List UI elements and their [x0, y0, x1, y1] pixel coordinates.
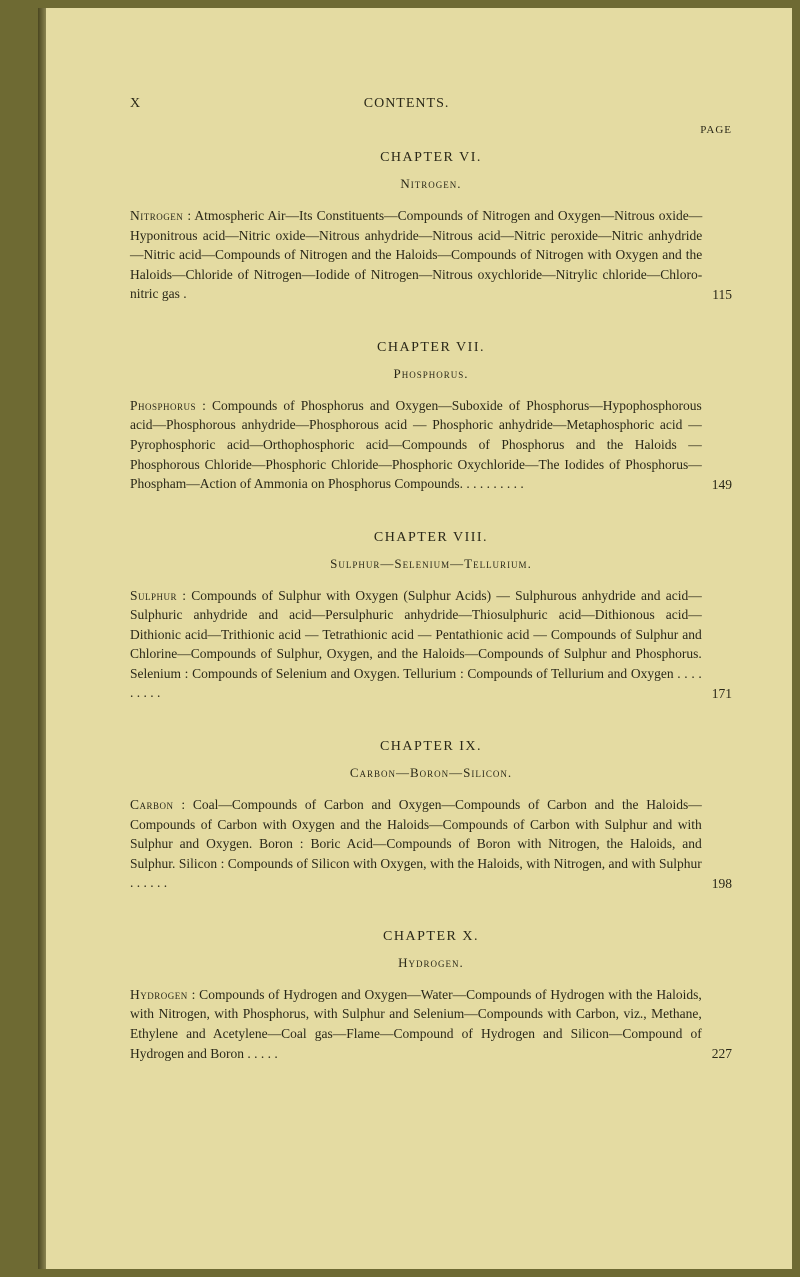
- toc-entry-page: 171: [712, 686, 732, 703]
- toc-entry-lead: Carbon: [130, 797, 174, 812]
- toc-entry-page: 227: [712, 1046, 732, 1063]
- toc-entry-lead: Nitrogen: [130, 208, 183, 223]
- running-head: X CONTENTS.: [130, 96, 732, 112]
- chapter-subtitle: Hydrogen.: [130, 955, 732, 971]
- toc-entry-text: Phosphorus : Compounds of Phosphorus and…: [130, 396, 702, 494]
- toc-entry-text: Sulphur : Compounds of Sulphur with Oxyg…: [130, 586, 702, 703]
- chapter-subtitle: Nitrogen.: [130, 176, 732, 192]
- toc-entry: Nitrogen : Atmospheric Air—Its Constitue…: [130, 206, 732, 304]
- toc-entry-page: 198: [712, 876, 732, 893]
- toc-entry-text: Carbon : Coal—Compounds of Carbon and Ox…: [130, 795, 702, 893]
- toc-entry-lead: Phosphorus: [130, 398, 196, 413]
- chapter-title: CHAPTER X.: [130, 929, 732, 945]
- toc-entry: Carbon : Coal—Compounds of Carbon and Ox…: [130, 795, 732, 893]
- toc-entry-lead: Sulphur: [130, 588, 177, 603]
- chapter-title: CHAPTER VII.: [130, 340, 732, 356]
- chapter-subtitle: Phosphorus.: [130, 366, 732, 382]
- toc-entry-text: Nitrogen : Atmospheric Air—Its Constitue…: [130, 206, 702, 304]
- chapter-subtitle: Carbon—Boron—Silicon.: [130, 765, 732, 781]
- running-center: CONTENTS.: [364, 96, 450, 112]
- toc-entry-page: 149: [712, 477, 732, 494]
- book-page: X CONTENTS. PAGE CHAPTER VI. Nitrogen. Nit…: [38, 8, 792, 1269]
- chapter-subtitle: Sulphur—Selenium—Tellurium.: [130, 556, 732, 572]
- toc-entry: Hydrogen : Compounds of Hydrogen and Oxy…: [130, 985, 732, 1063]
- toc-entry-lead: Hydrogen: [130, 987, 188, 1002]
- chapter-title: CHAPTER VIII.: [130, 530, 732, 546]
- toc-entry-text: Hydrogen : Compounds of Hydrogen and Oxy…: [130, 985, 702, 1063]
- chapters-container: CHAPTER VI. Nitrogen. Nitrogen : Atmospher…: [130, 150, 732, 1063]
- chapter-title: CHAPTER VI.: [130, 150, 732, 166]
- chapter-title: CHAPTER IX.: [130, 739, 732, 755]
- running-left: X: [130, 96, 141, 112]
- toc-entry: Sulphur : Compounds of Sulphur with Oxyg…: [130, 586, 732, 703]
- page-column-label: PAGE: [130, 124, 732, 136]
- toc-entry-page: 115: [712, 287, 732, 304]
- toc-entry: Phosphorus : Compounds of Phosphorus and…: [130, 396, 732, 494]
